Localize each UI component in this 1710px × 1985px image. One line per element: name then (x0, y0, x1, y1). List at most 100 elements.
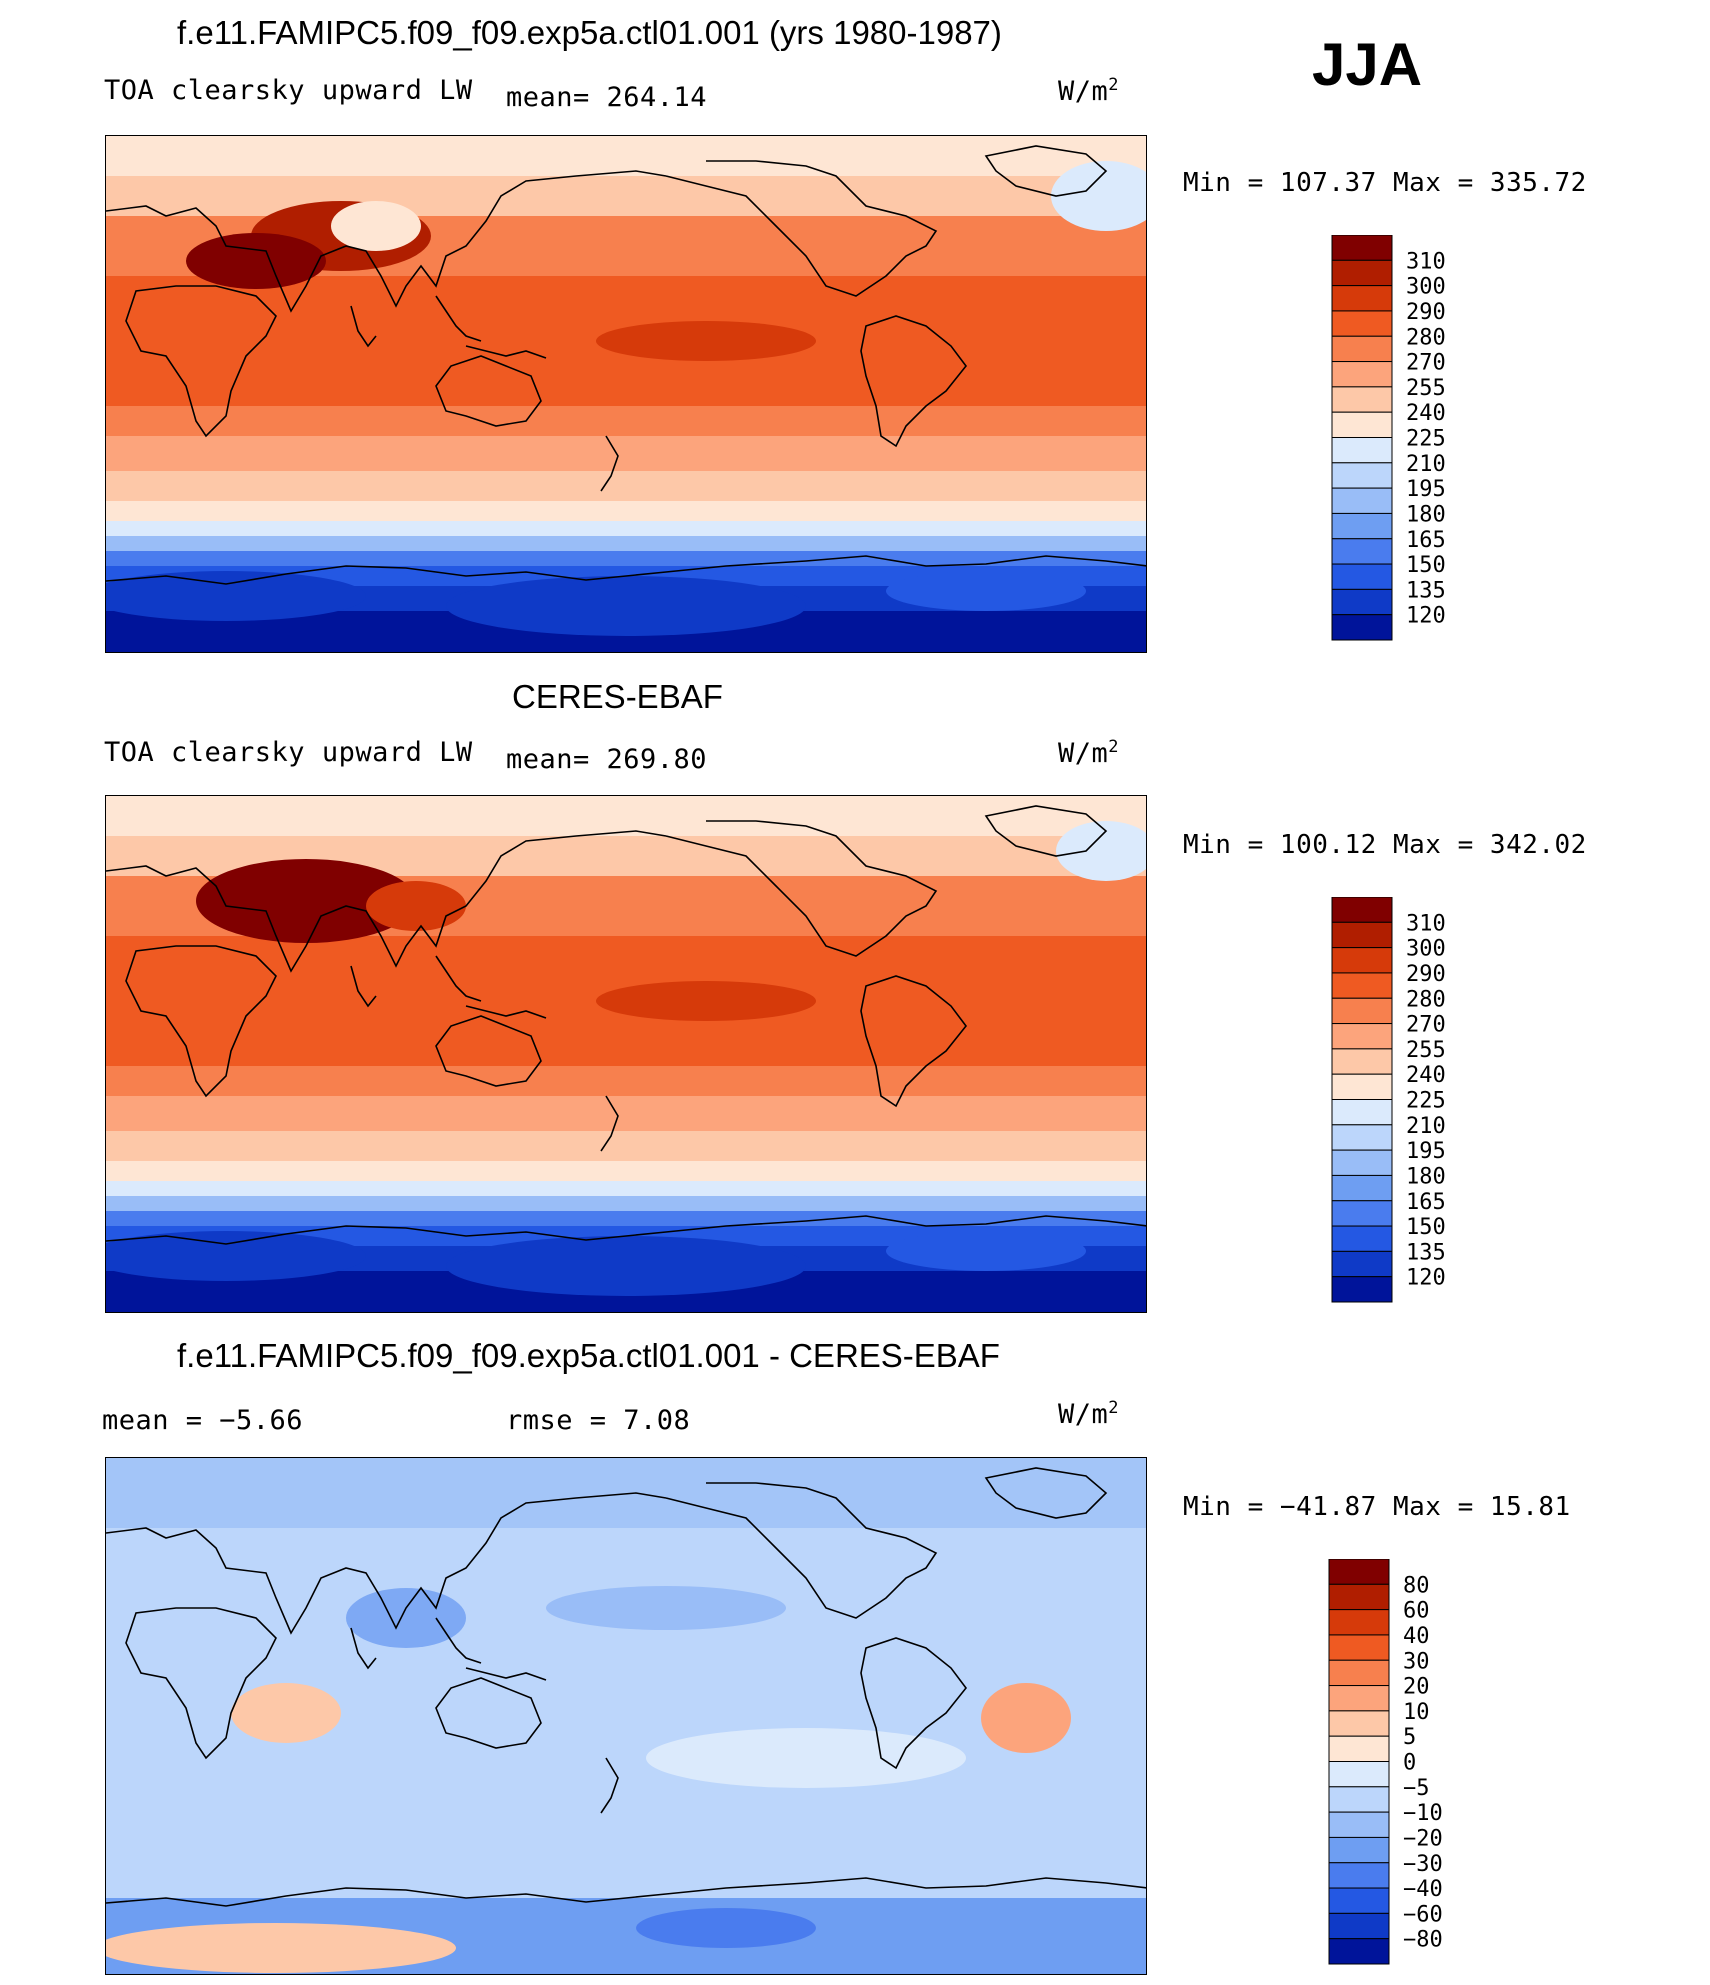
colorbar-segment (1328, 1862, 1390, 1889)
colorbar-segment (1331, 538, 1393, 565)
colorbar-segment (1331, 487, 1393, 514)
panel-model-map (105, 135, 1147, 653)
panel-model-title: f.e11.FAMIPC5.f09_f09.exp5a.ctl01.001 (y… (177, 14, 1002, 51)
panel-model-units: W/m2 (1058, 75, 1120, 107)
colorbar-label: 20 (1403, 1675, 1430, 1700)
colorbar-label: 180 (1406, 502, 1446, 527)
panel-diff-map (105, 1457, 1147, 1975)
colorbar-segment (1328, 1912, 1390, 1940)
obs-asia-warm (366, 881, 466, 931)
panel-diff-units: W/m2 (1058, 1398, 1120, 1430)
obs-sahara-hotspot (196, 859, 416, 943)
colorbar-label: 80 (1403, 1573, 1430, 1598)
colorbar-label: 240 (1406, 401, 1446, 426)
colorbar-label: 290 (1406, 962, 1446, 987)
colorbar-segment (1328, 1583, 1390, 1611)
obs-greenland-cool (1056, 821, 1146, 881)
colorbar-label: 5 (1403, 1725, 1416, 1750)
colorbar-label: 225 (1406, 427, 1446, 452)
colorbar-label: −40 (1403, 1877, 1443, 1902)
colorbar-label: 225 (1406, 1089, 1446, 1114)
colorbar-label: −60 (1403, 1902, 1443, 1927)
colorbar-segment (1331, 1124, 1393, 1151)
panel-obs-map (105, 795, 1147, 1313)
colorbar-label: 120 (1406, 604, 1446, 629)
colorbar-segment (1331, 563, 1393, 590)
colorbar-label: 40 (1403, 1624, 1430, 1649)
colorbar-segment (1328, 1938, 1390, 1965)
model-map-field (106, 136, 1146, 652)
colorbar-label: 150 (1406, 1215, 1446, 1240)
panel-obs-mean: mean= 269.80 (506, 744, 708, 775)
colorbar-segment (1328, 1735, 1390, 1762)
colorbar-label: 255 (1406, 1038, 1446, 1063)
colorbar-segment (1331, 285, 1393, 312)
colorbar-label: 165 (1406, 1190, 1446, 1215)
colorbar-label: −10 (1403, 1801, 1443, 1826)
colorbar-label: −5 (1403, 1776, 1430, 1801)
colorbar-segment (1328, 1761, 1390, 1788)
colorbar-segment (1331, 1048, 1393, 1075)
colorbar-label: 180 (1406, 1164, 1446, 1189)
season-label: JJA (1312, 31, 1423, 98)
colorbar-label: 270 (1406, 1013, 1446, 1038)
diff-map-field (106, 1458, 1146, 1974)
colorbar-label: −30 (1403, 1852, 1443, 1877)
colorbar-label: 310 (1406, 249, 1446, 274)
colorbar-segment (1331, 361, 1393, 388)
colorbar-label: 280 (1406, 325, 1446, 350)
colorbar-segment (1331, 1200, 1393, 1227)
colorbar-segment (1328, 1887, 1390, 1914)
colorbar-segment (1331, 921, 1393, 949)
colorbar-segment (1328, 1558, 1390, 1585)
colorbar-label: 210 (1406, 452, 1446, 477)
diff-amazon-warm (981, 1683, 1071, 1753)
colorbar-segment (1331, 896, 1393, 923)
colorbar-segment (1328, 1786, 1390, 1813)
colorbar-label: 120 (1406, 1266, 1446, 1291)
panel-diff-title: f.e11.FAMIPC5.f09_f09.exp5a.ctl01.001 - … (177, 1337, 1000, 1374)
colorbar-segment (1331, 947, 1393, 974)
colorbar-segment (1328, 1634, 1390, 1661)
colorbar-segment (1328, 1659, 1390, 1687)
colorbar-label: 195 (1406, 1139, 1446, 1164)
panel-diff-mean: mean = −5.66 (102, 1405, 304, 1436)
colorbar-segment (1331, 1276, 1393, 1303)
colorbar-label: −20 (1403, 1826, 1443, 1851)
colorbar-label: 165 (1406, 528, 1446, 553)
panel-obs-colorbar: 310 300 290 280 270 255 240 225 210 195 180 165 150 1… (1330, 896, 1470, 1322)
colorbar-label: 210 (1406, 1114, 1446, 1139)
colorbar-segment (1328, 1609, 1390, 1636)
colorbar-segment (1331, 512, 1393, 540)
colorbar-segment (1331, 1250, 1393, 1278)
diff-antarctic-warm (106, 1923, 456, 1973)
colorbar-label: 270 (1406, 351, 1446, 376)
colorbar-label: 255 (1406, 376, 1446, 401)
colorbar-label: 60 (1403, 1599, 1430, 1624)
colorbar-label: 290 (1406, 300, 1446, 325)
colorbar-label: 195 (1406, 477, 1446, 502)
colorbar-segment (1331, 1149, 1393, 1176)
colorbar-label: 150 (1406, 553, 1446, 578)
colorbar-label: 300 (1406, 275, 1446, 300)
model-greenland-cool (1051, 161, 1146, 231)
colorbar-segment (1328, 1710, 1390, 1737)
colorbar-segment (1331, 259, 1393, 287)
colorbar-segment (1331, 1023, 1393, 1050)
colorbar-segment (1331, 335, 1393, 363)
colorbar-segment (1331, 1073, 1393, 1100)
panel-model-minmax: Min = 107.37 Max = 335.72 (1183, 168, 1587, 198)
colorbar-segment (1331, 588, 1393, 616)
colorbar-label: 30 (1403, 1649, 1430, 1674)
colorbar-segment (1328, 1836, 1390, 1864)
colorbar-label: 280 (1406, 987, 1446, 1012)
colorbar-segment (1331, 614, 1393, 641)
colorbar-segment (1331, 234, 1393, 261)
colorbar-segment (1331, 1174, 1393, 1202)
panel-model-variable: TOA clearsky upward LW (104, 75, 473, 106)
obs-map-field (106, 796, 1146, 1312)
panel-diff-colorbar: 80 60 40 30 20 10 5 0 −5 −10 −20 −30 −40 −60 −80 (1327, 1558, 1472, 1984)
panel-obs-variable: TOA clearsky upward LW (104, 737, 473, 768)
